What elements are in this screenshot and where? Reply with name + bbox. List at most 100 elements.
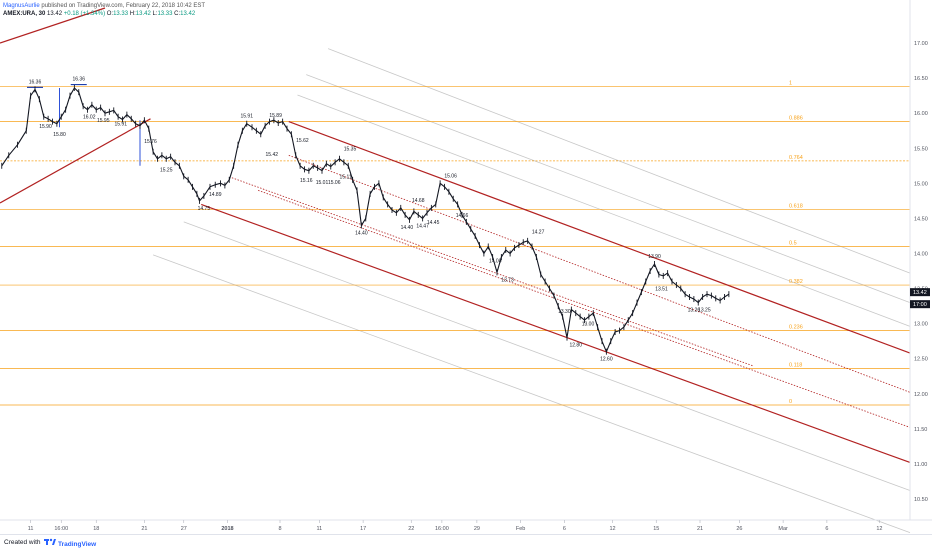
price-chart[interactable]: 1 0.886 0.764 0.618 0.5 0.382 0.236 0.118 0 16.3…	[0, 0, 932, 534]
publish-info: published on TradingView.com, February 2…	[39, 3, 206, 9]
price-annotation: 14.75	[198, 206, 211, 212]
fib-level-label: 0.5	[789, 240, 797, 246]
price-annotation: 15.35	[344, 147, 357, 153]
quote-part: H:	[129, 11, 136, 17]
y-axis[interactable]: 17.0016.5016.0015.5015.0014.5014.0013.50…	[909, 0, 930, 520]
price-annotation: 13.26	[688, 308, 701, 314]
price-annotation: 15.01	[316, 180, 329, 186]
x-tick-label: 8	[278, 526, 281, 532]
y-tick-label: 13.00	[914, 322, 928, 328]
price-annotation: 15.95	[97, 118, 110, 124]
footer-bar: Created with TradingView	[0, 534, 932, 551]
price-annotation: 12.80	[569, 343, 582, 349]
y-tick-label: 15.50	[914, 146, 928, 152]
y-tick-label: 15.00	[914, 181, 928, 187]
price-annotation: 14.89	[209, 192, 222, 198]
quote-part: 13.42	[135, 11, 153, 17]
price-annotation: 15.25	[160, 167, 173, 173]
price-annotation: 13.90	[648, 254, 661, 260]
fan-line	[297, 94, 911, 327]
price-annotation: 14.47	[416, 223, 429, 229]
x-tick-label: 11	[28, 526, 34, 532]
x-tick-label: 16:00	[54, 526, 68, 532]
x-tick-label: 2018	[221, 526, 233, 532]
price-annotation: 14.66	[456, 213, 469, 219]
fib-level-label: 0.764	[789, 155, 803, 161]
y-tick-label: 14.50	[914, 216, 928, 222]
quote-part: 13.42	[47, 11, 64, 17]
y-tick-label: 12.00	[914, 392, 928, 398]
channel-line	[288, 121, 911, 354]
quote-part: +0.18 (+1.34%)	[63, 11, 107, 17]
fib-level-label: 0.118	[789, 363, 802, 369]
tradingview-logo-icon	[44, 538, 56, 545]
x-tick-label: Feb	[516, 526, 525, 532]
fib-level-label: 0.886	[789, 116, 803, 122]
chart-header: MagnusAurlie published on TradingView.co…	[3, 2, 205, 18]
price-annotation: 15.89	[269, 113, 282, 119]
price-annotation: 13.00	[582, 322, 595, 328]
price-annotation: 13.30	[558, 309, 571, 315]
price-annotation: 15.62	[296, 138, 309, 144]
fan-line	[306, 74, 911, 303]
x-tick-label: 29	[474, 526, 480, 532]
fib-level-label: 0	[789, 399, 792, 405]
price-annotation: 15.91	[240, 114, 253, 120]
price-tag	[910, 300, 930, 309]
y-tick-label: 11.00	[914, 462, 927, 468]
price-annotation: 14.00	[489, 258, 502, 264]
x-tick-label: 15	[653, 526, 659, 532]
price-annotation: 14.40	[355, 230, 368, 236]
x-tick-label: 27	[181, 526, 187, 532]
channel-midline	[257, 189, 911, 428]
price-annotation: 15.42	[266, 152, 279, 158]
fan-lines-layer	[152, 48, 911, 534]
price-line	[1, 87, 730, 353]
price-tag	[910, 288, 930, 297]
price-annotation: 14.68	[412, 198, 425, 204]
created-with-label: Created with	[4, 539, 41, 546]
quote-part: O:	[106, 11, 114, 17]
x-axis[interactable]: 11 16:00 18 21 27 2018 8 11 17 22 16:00 29 Feb 6 12 15 2…	[0, 519, 932, 532]
fib-level-label: 0.618	[789, 203, 803, 209]
price-annotation: 15.16	[300, 178, 313, 184]
author-link[interactable]: MagnusAurlie	[3, 3, 40, 9]
symbol-label[interactable]: AMEX:URA, 30	[3, 11, 46, 17]
fib-level-label: 0.382	[789, 279, 803, 285]
fib-level-label: 1	[789, 81, 792, 87]
price-annotation: 16.02	[83, 115, 96, 121]
tradingview-brand: TradingView	[58, 541, 97, 548]
tradingview-logo[interactable]: TradingView	[44, 538, 96, 548]
price-annotation: 15.90	[39, 124, 52, 130]
x-tick-label: Mar	[778, 526, 788, 532]
publish-line: MagnusAurlie published on TradingView.co…	[3, 2, 205, 10]
channel-line	[0, 7, 106, 44]
price-annotation: 16.36	[72, 77, 85, 83]
quote-part: 13.42	[180, 11, 196, 17]
channel-midline	[231, 177, 753, 367]
price-annotation: 14.40	[401, 225, 414, 231]
channel-line	[201, 203, 911, 464]
price-tag-label: 13.42	[913, 290, 927, 296]
x-tick-label: 6	[563, 526, 566, 532]
x-tick-label: 11	[317, 526, 323, 532]
price-series-layer	[1, 84, 730, 355]
price-annotation: 15.06	[444, 173, 457, 179]
price-annotation: 12.60	[600, 357, 613, 363]
y-tick-label: 12.50	[914, 357, 928, 363]
x-tick-label: 21	[697, 526, 703, 532]
fan-line	[183, 221, 911, 491]
quote-line: AMEX:URA, 30 13.42 +0.18 (+1.34%) O: 13.3…	[3, 10, 205, 18]
quote-part: L:	[152, 11, 158, 17]
y-tick-label: 10.50	[914, 497, 928, 503]
price-annotation: 13.25	[698, 308, 711, 314]
price-annotation: 15.06	[328, 180, 341, 186]
price-annotation: 13.51	[655, 287, 668, 293]
fan-line	[327, 48, 911, 274]
x-tick-label: 17	[360, 526, 366, 532]
y-tick-label: 14.00	[914, 251, 928, 257]
x-tick-label: 12	[876, 526, 882, 532]
quote-part: 13.33	[157, 11, 175, 17]
y-tick-label: 16.00	[914, 111, 928, 117]
